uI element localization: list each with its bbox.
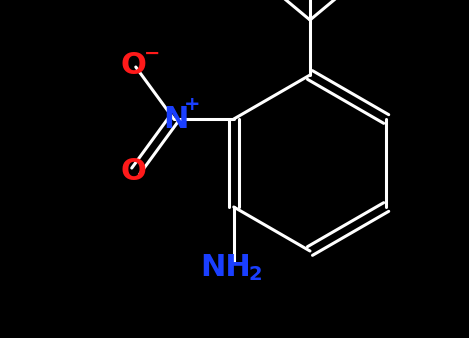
Text: O: O <box>121 156 147 186</box>
Text: O: O <box>121 50 147 79</box>
Text: NH: NH <box>200 252 251 282</box>
Text: 2: 2 <box>249 265 263 284</box>
Text: +: + <box>183 96 200 115</box>
Text: −: − <box>144 44 160 63</box>
Text: N: N <box>163 104 189 134</box>
